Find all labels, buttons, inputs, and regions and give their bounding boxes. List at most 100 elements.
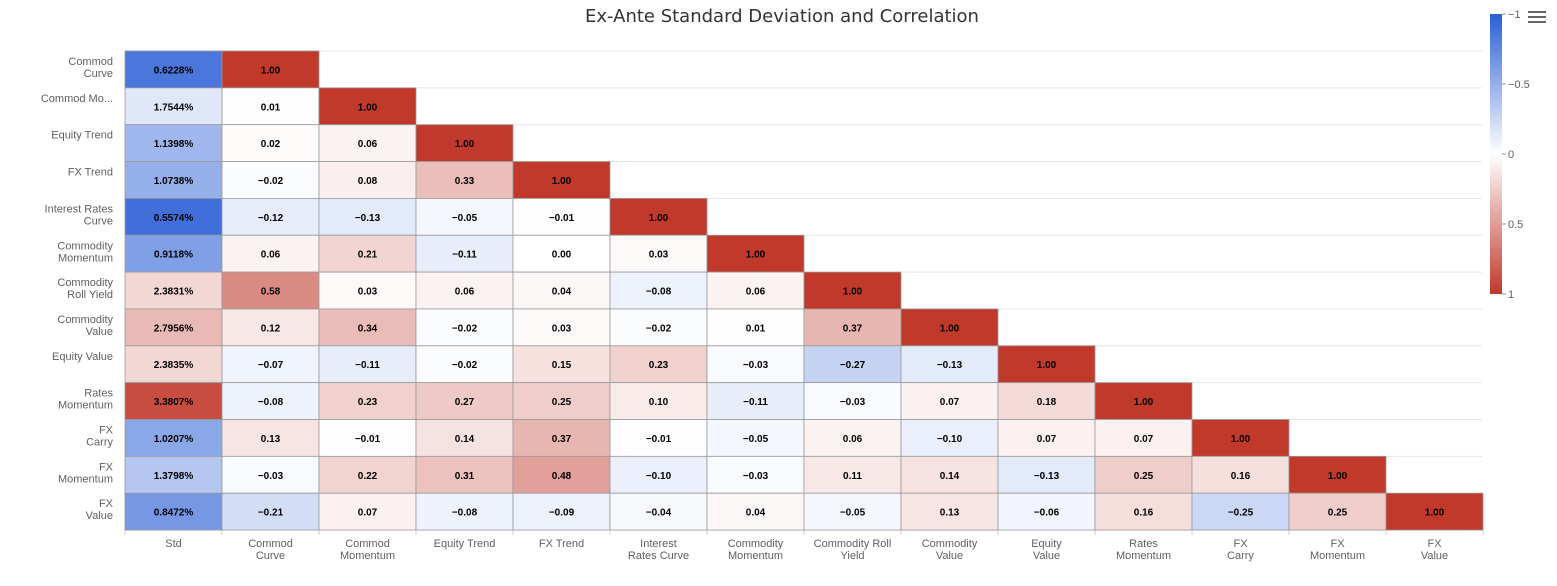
correlation-cell	[221, 161, 320, 199]
correlation-cell	[609, 197, 708, 236]
row-label: FX Momentum	[58, 461, 114, 485]
correlation-cell-label: −0.10	[937, 434, 963, 445]
row-label-line: Value	[86, 326, 113, 338]
correlation-cell-label: 0.03	[649, 250, 669, 261]
correlation-cell-label: 0.23	[649, 360, 669, 371]
correlation-cell	[803, 271, 902, 310]
correlation-cell-label: 0.14	[455, 434, 475, 445]
std-cell-label: 2.7956%	[154, 323, 194, 334]
row-label-line: FX	[99, 425, 114, 437]
row-label-line: Interest Rates	[45, 203, 114, 215]
correlation-cell	[1094, 455, 1193, 494]
column-label: Commodity Momentum	[728, 538, 784, 562]
row-label-line: Commodity	[57, 277, 113, 289]
correlation-cell-label: 1.00	[1425, 508, 1445, 519]
std-cell	[124, 345, 223, 384]
row-label-line: Carry	[86, 437, 113, 449]
correlation-cell-label: −0.11	[743, 397, 768, 408]
correlation-cell	[900, 419, 999, 457]
correlation-cell-label: 0.15	[552, 360, 572, 371]
correlation-cell-label: 0.10	[649, 397, 669, 408]
column-label-line: Momentum	[1310, 550, 1365, 562]
correlation-cell	[221, 455, 320, 494]
correlation-cell	[1191, 419, 1290, 457]
column-label-line: Curve	[256, 550, 285, 562]
column-label: FX Momentum	[1310, 538, 1365, 562]
correlation-cell	[318, 492, 417, 531]
row-label: Commodity Roll Yield	[57, 277, 113, 301]
correlation-cell-label: −0.01	[355, 434, 381, 445]
chart-menu-button[interactable]	[1526, 8, 1548, 28]
correlation-cell-label: 1.00	[1231, 434, 1251, 445]
correlation-cell	[415, 308, 514, 347]
std-cell-label: 0.8472%	[154, 508, 194, 519]
correlation-cell-label: 1.00	[455, 139, 475, 150]
row-label-line: Curve	[84, 215, 113, 227]
correlation-cell	[609, 271, 708, 310]
correlation-cell-label: −0.27	[840, 360, 866, 371]
color-scale-tick-label: −1	[1508, 9, 1521, 21]
row-label-line: Momentum	[58, 400, 113, 412]
correlation-cell	[415, 455, 514, 494]
correlation-cell	[706, 492, 805, 531]
correlation-cell-label: −0.06	[1034, 508, 1060, 519]
column-label-line: FX	[1233, 538, 1248, 550]
correlation-cell	[221, 197, 320, 236]
column-label: FX Carry	[1227, 538, 1254, 562]
row-label: FX Value	[86, 498, 114, 522]
correlation-cell-label: −0.05	[840, 508, 866, 519]
correlation-cell-label: 0.25	[1328, 508, 1348, 519]
column-label: Equity Value	[1031, 538, 1062, 562]
correlation-cell	[221, 124, 320, 162]
heatmap-cells: 0.6228% 1.00 1.7544% 0.01 1.00 1.1398% 0.02 0.0…	[124, 50, 1484, 531]
color-scale-tick-label: 0.5	[1508, 219, 1523, 231]
std-cell-label: 1.1398%	[154, 139, 194, 150]
correlation-cell-label: −0.02	[258, 176, 284, 187]
correlation-cell	[415, 124, 514, 162]
correlation-cell	[512, 197, 611, 236]
correlation-cell	[221, 50, 320, 89]
correlation-cell	[415, 197, 514, 236]
correlation-cell	[415, 161, 514, 199]
correlation-cell-label: 0.01	[261, 102, 281, 113]
correlation-cell-label: −0.12	[258, 213, 284, 224]
row-label-line: Curve	[84, 68, 113, 80]
correlation-cell-label: 0.08	[358, 176, 378, 187]
column-label: Commodity Roll Yield	[814, 538, 892, 562]
chart-title: Ex-Ante Standard Deviation and Correlati…	[585, 6, 979, 27]
correlation-cell-label: −0.03	[743, 360, 769, 371]
row-label: Commodity Momentum	[57, 240, 113, 264]
correlation-cell-label: 1.00	[261, 65, 281, 76]
correlation-cell	[318, 124, 417, 162]
correlation-cell-label: 1.00	[940, 323, 960, 334]
correlation-cell-label: 1.00	[552, 176, 572, 187]
std-cell	[124, 161, 223, 199]
column-label: Std	[165, 538, 182, 550]
row-label-line: FX	[99, 498, 114, 510]
correlation-cell-label: −0.08	[258, 397, 284, 408]
correlation-cell-label: 0.33	[455, 176, 475, 187]
correlation-cell-label: 0.16	[1231, 471, 1251, 482]
column-label-line: Value	[936, 550, 963, 562]
column-label: Interest Rates Curve	[628, 538, 689, 562]
correlation-cell-label: 0.07	[358, 508, 378, 519]
correlation-cell	[221, 271, 320, 310]
row-label-line: Commod Mo...	[41, 93, 113, 105]
correlation-cell	[900, 345, 999, 384]
correlation-cell-label: −0.13	[1034, 471, 1060, 482]
correlation-cell	[318, 197, 417, 236]
std-cell-label: 1.7544%	[154, 102, 194, 113]
correlation-cell	[318, 382, 417, 420]
column-label-line: Momentum	[1116, 550, 1171, 562]
correlation-cell-label: 1.00	[1328, 471, 1348, 482]
row-label: FX Carry	[86, 425, 114, 449]
correlation-cell-label: 0.34	[358, 323, 378, 334]
correlation-cell	[803, 308, 902, 347]
correlation-cell-label: −0.02	[452, 360, 478, 371]
color-scale-tick-label: 0	[1508, 149, 1514, 161]
correlation-cell	[706, 419, 805, 457]
color-scale-tick-label: −0.5	[1508, 79, 1530, 91]
correlation-cell-label: −0.05	[743, 434, 769, 445]
